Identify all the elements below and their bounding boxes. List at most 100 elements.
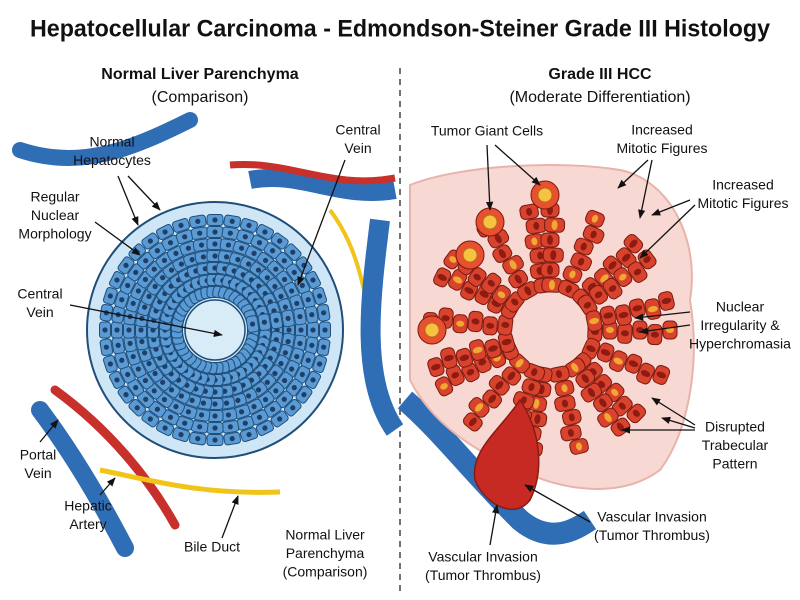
nucleus xyxy=(310,277,316,283)
nucleus xyxy=(471,318,480,325)
nucleus xyxy=(246,432,252,438)
tumor-cell xyxy=(647,323,663,346)
leader-line xyxy=(651,397,696,426)
nucleus xyxy=(151,266,157,272)
nucleus xyxy=(472,346,483,354)
tumor-cell xyxy=(502,255,524,275)
hepatocyte xyxy=(111,336,125,355)
label-line: Nuclear xyxy=(31,207,80,223)
nucleus xyxy=(238,245,245,251)
label-line: Increased xyxy=(712,177,773,193)
nucleus xyxy=(127,340,133,347)
normal-lobule xyxy=(86,201,344,459)
nucleus xyxy=(486,322,495,329)
leader-line xyxy=(524,484,591,523)
nucleus xyxy=(198,412,205,418)
nucleus xyxy=(459,354,470,362)
tumor-cell xyxy=(573,237,594,256)
nucleus xyxy=(589,317,600,325)
tumor-cell xyxy=(433,267,452,288)
nucleus xyxy=(238,409,245,415)
leader-line xyxy=(127,175,161,211)
hepatocyte xyxy=(141,232,160,250)
nucleus xyxy=(608,261,617,270)
nucleus xyxy=(182,234,188,240)
nucleus xyxy=(142,350,148,356)
nucleus xyxy=(133,385,139,391)
nucleus xyxy=(273,388,279,394)
nucleus xyxy=(599,398,607,408)
label-line: Mitotic Figures xyxy=(697,195,788,211)
tumor-cell xyxy=(427,357,445,378)
nucleus xyxy=(142,304,148,310)
nucleus xyxy=(561,399,568,408)
nucleus xyxy=(621,253,631,262)
nucleus xyxy=(488,345,498,352)
leader-line xyxy=(617,159,649,189)
title: Hepatocellular Carcinoma - Edmondson-Ste… xyxy=(30,15,771,42)
nucleus xyxy=(497,291,506,299)
leader-line xyxy=(651,199,691,216)
tumor-cell xyxy=(461,362,480,383)
nucleus xyxy=(212,413,218,419)
hepatocyte xyxy=(305,336,319,355)
nucleus xyxy=(501,321,510,328)
tumor-cell xyxy=(554,395,576,412)
nucleus xyxy=(451,371,460,379)
hepatocyte xyxy=(295,321,307,339)
nucleus xyxy=(289,366,295,372)
hepatocyte xyxy=(190,420,209,434)
tumor-cell xyxy=(627,261,648,283)
nucleus xyxy=(195,436,201,442)
nucleus xyxy=(290,405,296,411)
nucleus xyxy=(291,385,297,391)
nucleus xyxy=(590,230,597,239)
nucleus xyxy=(594,291,603,299)
nucleus xyxy=(139,338,145,345)
nucleus xyxy=(256,240,263,246)
tumor-cell xyxy=(484,338,502,359)
nucleus xyxy=(613,357,623,365)
nucleus xyxy=(198,242,205,248)
tumor-cell xyxy=(623,233,644,254)
tumor-cell xyxy=(543,217,566,233)
nucleus xyxy=(586,345,596,353)
hepatocyte xyxy=(206,422,224,434)
hepatocyte xyxy=(305,305,319,324)
hepatocyte xyxy=(206,410,224,422)
tumor-cell xyxy=(608,350,628,372)
tumor-cell xyxy=(599,305,617,326)
label-line: Tumor Giant Cells xyxy=(431,123,543,139)
nucleus xyxy=(281,276,288,283)
hepatocyte xyxy=(255,420,275,437)
tumor-cell xyxy=(440,347,458,369)
nucleus xyxy=(178,393,185,399)
hepatocyte xyxy=(232,404,251,420)
leader-line xyxy=(94,221,141,256)
tumor-cell xyxy=(542,247,564,263)
nucleus xyxy=(281,377,288,384)
hepatocyte xyxy=(188,214,207,229)
hepatocyte xyxy=(206,214,224,226)
nucleus xyxy=(162,425,168,431)
nucleus xyxy=(297,313,303,320)
hepatocyte xyxy=(155,223,175,240)
nucleus xyxy=(185,245,192,251)
nucleus xyxy=(255,387,262,393)
nucleus xyxy=(133,269,139,275)
left-heading: Normal Liver Parenchyma xyxy=(101,66,299,83)
tumor-cell xyxy=(434,376,454,397)
nucleus xyxy=(511,298,519,306)
tumor-cell xyxy=(570,252,592,272)
nucleus xyxy=(509,260,517,270)
nucleus xyxy=(262,396,269,403)
hepatocyte xyxy=(257,313,272,332)
label-line: Vein xyxy=(24,465,51,481)
nucleus xyxy=(547,265,553,275)
hepatocyte xyxy=(221,226,240,240)
tumor-cell xyxy=(468,339,487,361)
nucleus xyxy=(223,400,230,406)
hepatocyte xyxy=(245,315,260,333)
nucleus xyxy=(580,242,587,251)
tumor-cell xyxy=(626,403,647,424)
